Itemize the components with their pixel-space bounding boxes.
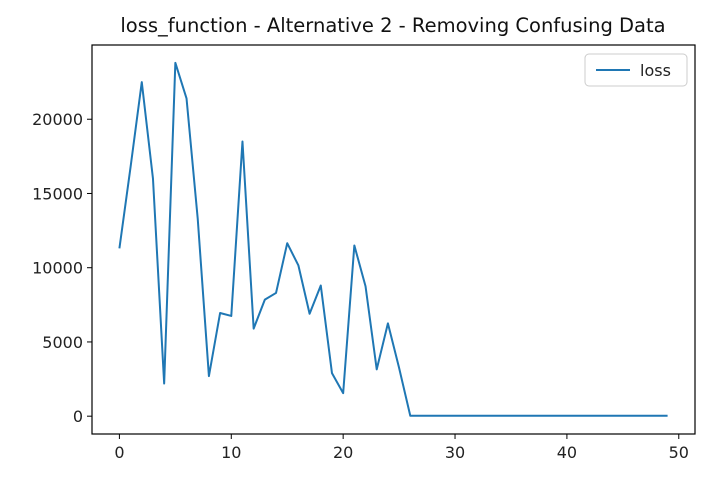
x-tick-label: 30 — [445, 443, 465, 462]
y-tick-label: 20000 — [32, 110, 83, 129]
legend-box — [584, 53, 688, 87]
plot-frame — [91, 44, 696, 435]
series-line-loss — [118, 61, 668, 417]
x-tick-label: 20 — [333, 443, 353, 462]
y-tick-label: 5000 — [42, 333, 83, 352]
x-axis: 0 10 20 30 40 50 — [114, 434, 689, 462]
x-tick-label: 0 — [114, 443, 124, 462]
chart-title: loss_function - Alternative 2 - Removing… — [120, 14, 665, 37]
y-tick-label: 0 — [73, 407, 83, 426]
legend: loss — [584, 53, 688, 87]
x-tick-label: 40 — [557, 443, 577, 462]
y-tick-label: 15000 — [32, 184, 83, 203]
legend-label-loss: loss — [640, 61, 671, 80]
plot-area — [118, 61, 668, 417]
x-tick-label: 50 — [669, 443, 689, 462]
y-axis: 0 5000 10000 15000 20000 — [32, 110, 92, 426]
x-tick-label: 10 — [221, 443, 241, 462]
y-tick-label: 10000 — [32, 259, 83, 278]
